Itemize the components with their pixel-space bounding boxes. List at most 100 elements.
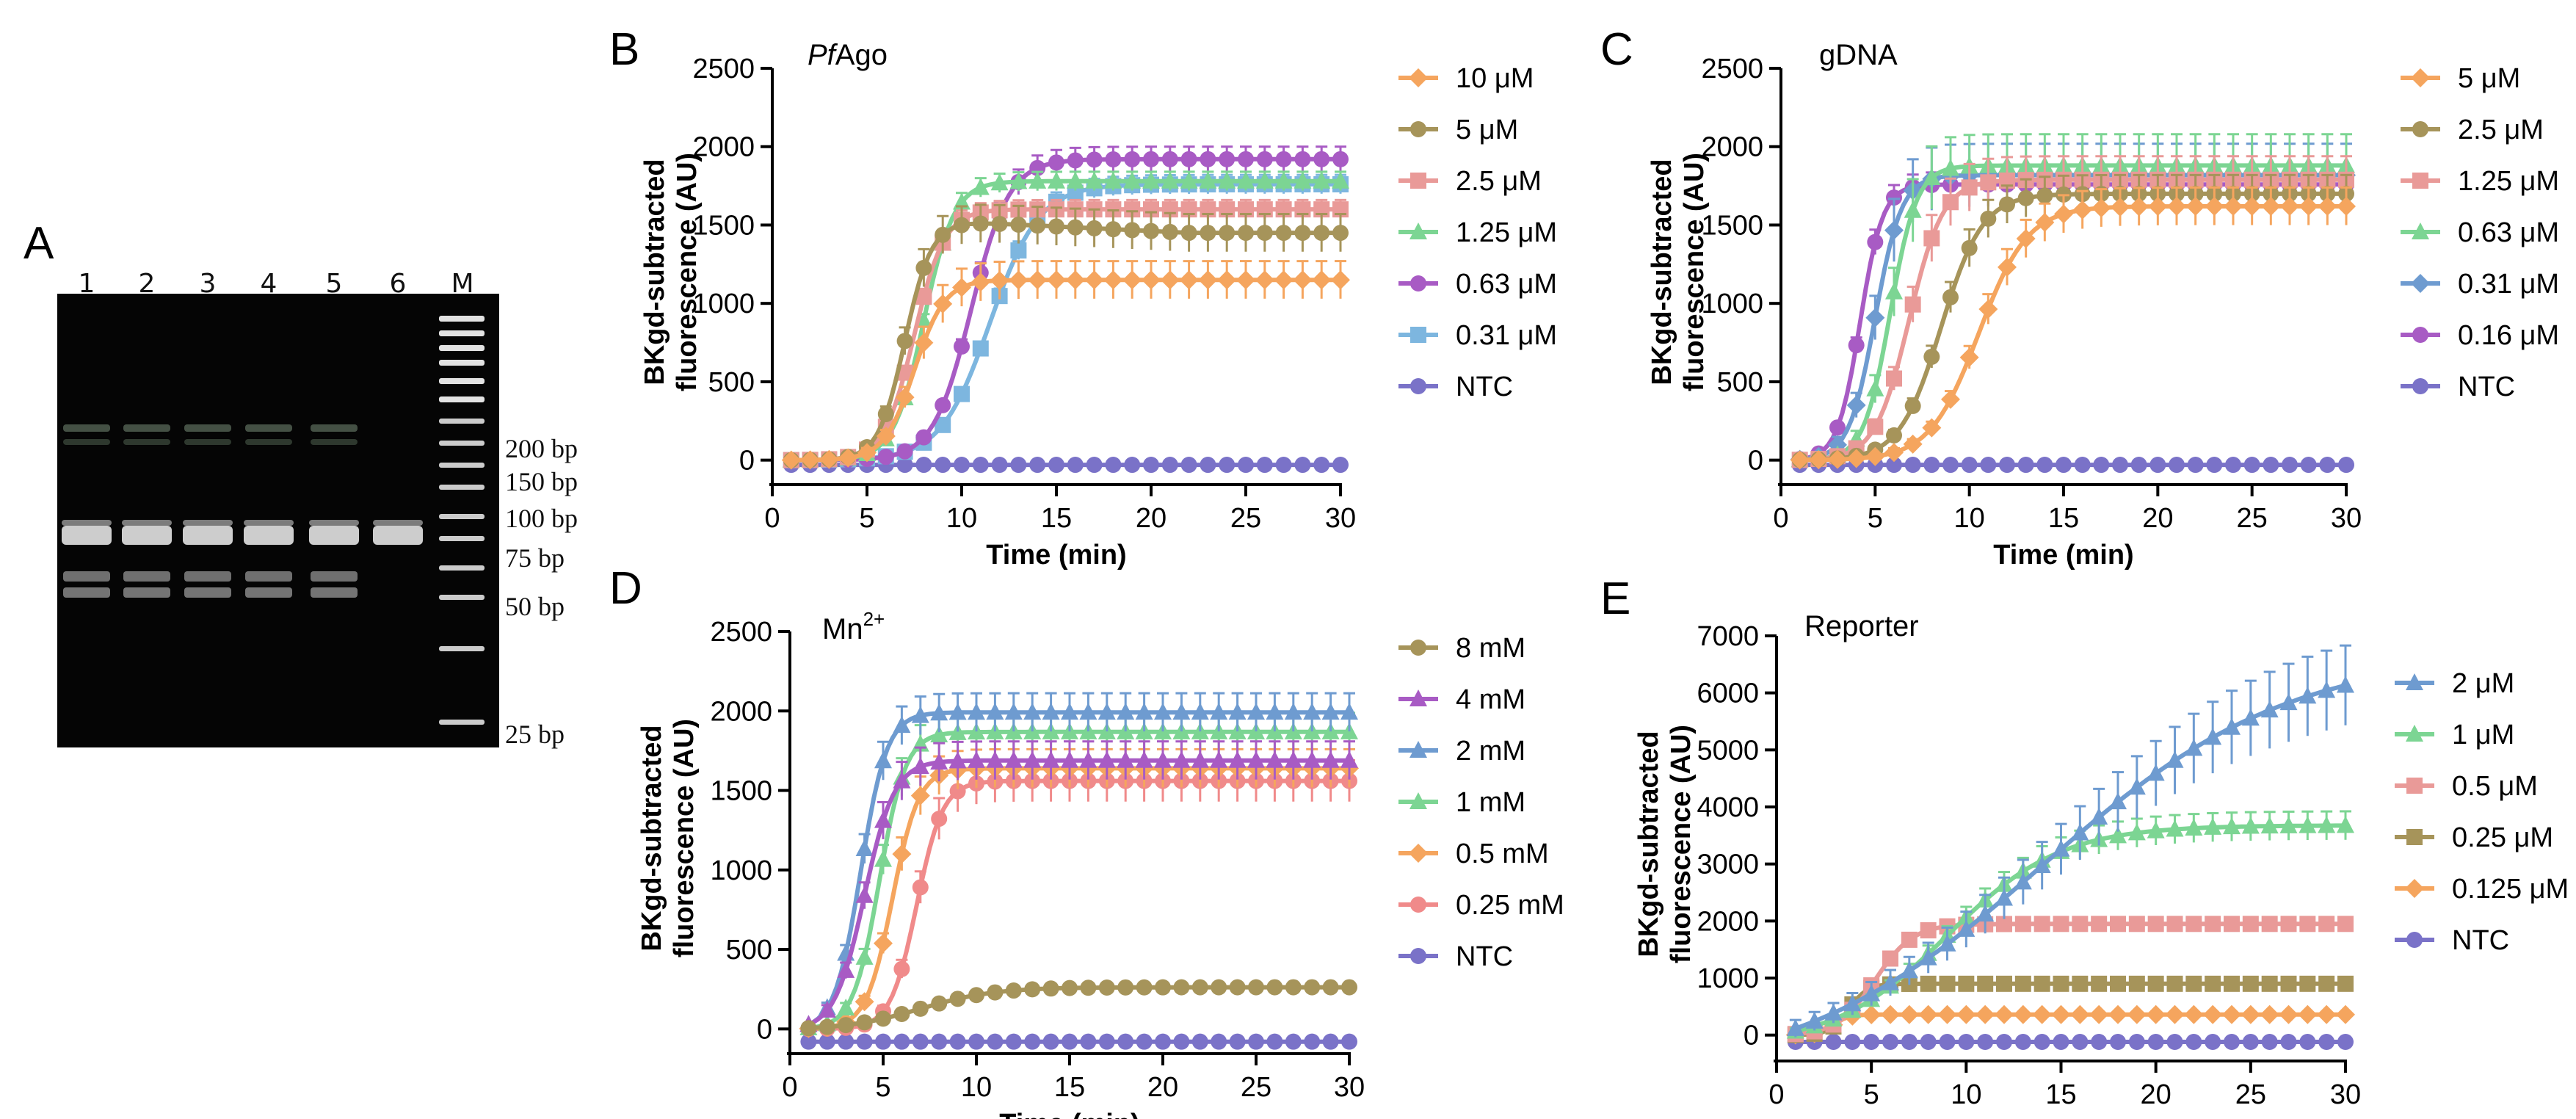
data-point — [1142, 270, 1161, 290]
data-point — [1995, 888, 2013, 906]
gel-band — [184, 424, 231, 432]
data-point — [1865, 308, 1885, 327]
y-tick-label: 1000 — [710, 855, 772, 886]
y-tick-label: 2500 — [1701, 54, 1763, 84]
data-point — [949, 1033, 966, 1050]
data-point — [1124, 201, 1141, 218]
data-point — [1248, 1033, 1264, 1050]
data-point — [1980, 174, 1997, 191]
data-point — [1067, 152, 1084, 169]
ladder-band — [439, 485, 485, 490]
legend-label: 0.125 μM — [2452, 874, 2569, 905]
data-point — [855, 839, 874, 856]
data-point — [2072, 1034, 2089, 1051]
panel-label: E — [1600, 573, 1630, 624]
legend-label: 0.25 μM — [2452, 822, 2553, 853]
legend-label: 0.25 mM — [1456, 890, 1564, 921]
data-point — [2185, 916, 2202, 932]
data-point — [1191, 750, 1209, 768]
data-point — [1004, 750, 1023, 768]
data-point — [1959, 347, 1979, 367]
data-point — [1976, 905, 1995, 922]
series-0 — [800, 979, 1357, 1037]
data-point — [2128, 1034, 2145, 1051]
data-point — [2166, 916, 2183, 932]
ladder-band — [439, 378, 485, 384]
data-point — [1995, 1004, 2014, 1024]
data-point — [2014, 1034, 2031, 1051]
data-point — [1248, 979, 1264, 996]
legend-item: 0.125 μM — [2395, 874, 2569, 905]
data-point — [2148, 197, 2168, 217]
legend-label: 2 mM — [1456, 736, 1525, 767]
data-point — [2147, 916, 2164, 932]
data-point — [972, 457, 989, 474]
data-point — [2033, 975, 2050, 992]
data-point — [2184, 1004, 2204, 1024]
marker-label: 150 bp — [505, 467, 578, 496]
data-point — [1066, 171, 1084, 189]
data-point — [2112, 457, 2128, 474]
series-1 — [783, 203, 1349, 468]
data-point — [1005, 1033, 1022, 1050]
data-point — [949, 991, 966, 1007]
data-point — [1009, 270, 1028, 290]
y-tick-label: 0 — [757, 1014, 772, 1045]
data-point — [1846, 449, 1866, 468]
data-point — [1341, 1033, 1357, 1050]
data-point — [2036, 457, 2053, 474]
legend-item: 2 μM — [2395, 668, 2514, 699]
data-point — [1923, 230, 1940, 247]
x-tick-label: 30 — [2330, 1079, 2361, 1110]
data-point — [1340, 750, 1358, 768]
data-point — [915, 457, 932, 474]
gel-band — [123, 424, 170, 432]
data-point — [1862, 1004, 1882, 1024]
data-point — [2070, 1004, 2090, 1024]
data-point — [2279, 816, 2298, 833]
data-point — [1923, 348, 1940, 365]
data-point — [2110, 1034, 2126, 1051]
data-point — [2223, 817, 2241, 835]
data-point — [1999, 196, 2015, 213]
data-point — [1923, 168, 1941, 186]
data-point — [2187, 457, 2204, 474]
data-point — [1079, 703, 1097, 720]
legend-item: 5 μM — [2401, 63, 2520, 94]
x-tick-label: 10 — [961, 1072, 992, 1103]
data-point — [2093, 457, 2110, 474]
legend-swatch-marker — [1410, 948, 1426, 964]
legend-label: 2.5 μM — [2458, 115, 2544, 145]
data-point — [1098, 1033, 1115, 1050]
data-point — [1824, 1003, 1843, 1021]
data-point — [968, 750, 985, 768]
gel-band — [245, 587, 292, 598]
x-tick-label: 0 — [764, 503, 780, 534]
lane-label-2: 2 — [139, 269, 156, 299]
data-point — [1062, 979, 1078, 996]
data-point — [1904, 457, 1921, 474]
data-point — [1956, 1004, 1976, 1024]
data-point — [1023, 703, 1042, 720]
marker-label: 200 bp — [505, 434, 578, 463]
data-point — [1977, 975, 1994, 992]
data-point — [2127, 778, 2146, 795]
data-point — [1882, 973, 1899, 991]
data-point — [1097, 750, 1116, 768]
y-tick-label: 2000 — [1701, 132, 1763, 163]
chart-title-italic: Pf — [808, 39, 838, 71]
data-point — [1901, 931, 1918, 948]
data-point — [1886, 427, 1902, 443]
data-point — [1086, 151, 1103, 168]
data-point — [2166, 750, 2184, 768]
data-point — [915, 289, 932, 305]
data-point — [1210, 750, 1228, 768]
data-point — [1062, 1033, 1078, 1050]
marker-label: 50 bp — [505, 592, 565, 621]
data-point — [2017, 457, 2034, 474]
legend-item: 1.25 μM — [2401, 166, 2559, 197]
data-point — [1191, 979, 1208, 996]
legend-label: 0.63 μM — [1456, 269, 1557, 300]
data-point — [968, 1033, 984, 1050]
data-point — [2224, 1034, 2240, 1051]
